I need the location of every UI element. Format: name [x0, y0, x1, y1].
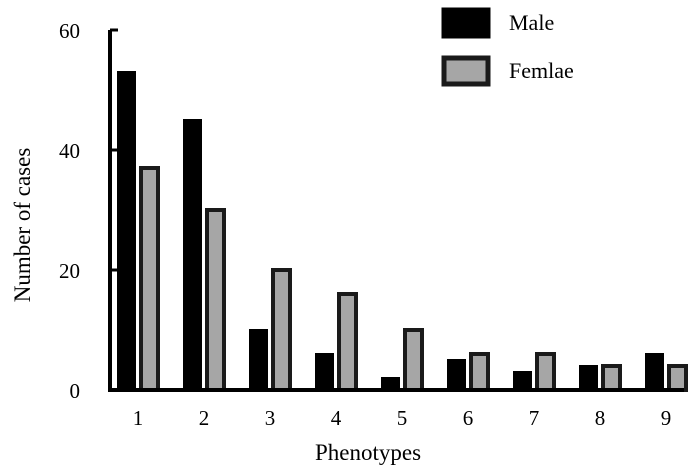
x-ticks: 1 2 3 4 5 6 7 8 9 — [133, 406, 672, 430]
x-axis-title: Phenotypes — [315, 440, 421, 465]
x-tick-label-4: 4 — [331, 406, 342, 430]
x-tick-label-7: 7 — [529, 406, 540, 430]
axes — [108, 30, 684, 392]
x-tick-label-8: 8 — [595, 406, 606, 430]
bar-male-4 — [315, 353, 334, 391]
bar-male-7 — [513, 371, 532, 391]
legend: Male Femlae — [441, 7, 574, 87]
x-tick-label-1: 1 — [133, 406, 144, 430]
y-ticks: 0 20 40 60 — [59, 19, 118, 403]
bar-male-8 — [579, 365, 598, 391]
legend-swatch-female — [441, 55, 491, 87]
x-tick-label-9: 9 — [661, 406, 672, 430]
bar-male-9 — [645, 353, 664, 391]
bar-female-6 — [469, 352, 490, 392]
y-tick-label-0: 0 — [70, 379, 81, 403]
legend-label-female: Femlae — [509, 58, 574, 83]
bar-female-2 — [205, 208, 226, 392]
y-tick-label-60: 60 — [59, 19, 80, 43]
bar-male-1 — [117, 71, 136, 391]
bar-male-2 — [183, 119, 202, 391]
bar-female-1 — [139, 166, 160, 392]
y-tick-label-20: 20 — [59, 259, 80, 283]
y-axis-title: Number of cases — [10, 148, 35, 303]
x-tick-label-2: 2 — [199, 406, 210, 430]
legend-swatch-male — [441, 7, 491, 39]
bars — [117, 71, 688, 392]
bar-female-8 — [601, 364, 622, 392]
x-tick-label-3: 3 — [265, 406, 276, 430]
bar-male-6 — [447, 359, 466, 391]
bar-female-4 — [337, 292, 358, 392]
legend-label-male: Male — [509, 10, 554, 35]
y-tick-label-40: 40 — [59, 139, 80, 163]
bar-female-5 — [403, 328, 424, 392]
x-tick-label-6: 6 — [463, 406, 474, 430]
bar-female-9 — [667, 364, 688, 392]
bar-male-3 — [249, 329, 268, 391]
bar-female-7 — [535, 352, 556, 392]
bar-female-3 — [271, 268, 292, 392]
x-tick-label-5: 5 — [397, 406, 408, 430]
